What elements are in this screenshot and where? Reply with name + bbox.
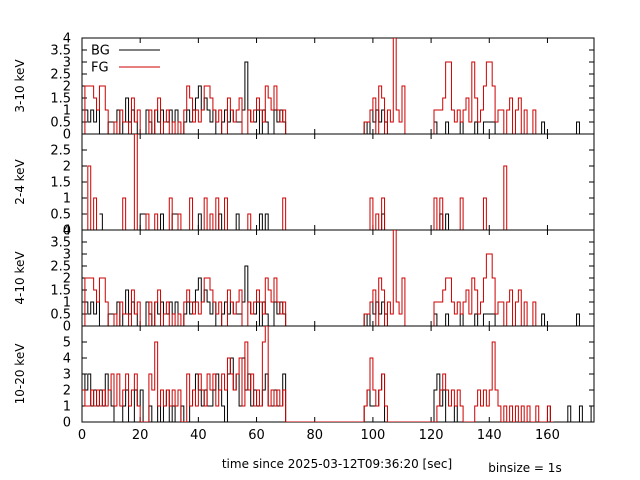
x-tick-label: 160 <box>535 428 560 443</box>
y-tick-label: 2.5 <box>50 144 71 159</box>
y-tick-label: 2 <box>63 384 71 399</box>
y-axis-label: 3-10 keV <box>13 59 27 113</box>
legend-label-fg: FG <box>91 61 109 76</box>
series-bg-line <box>82 357 594 422</box>
y-tick-label: 3.5 <box>50 44 71 59</box>
y-tick-label: 1.5 <box>50 284 71 299</box>
x-tick-label: 60 <box>248 428 265 443</box>
series-fg-line <box>82 134 510 230</box>
panels-layer: 00.511.522.533.543-10 keV00.511.522.52-4… <box>13 32 595 431</box>
y-axis-label: 2-4 keV <box>13 158 27 204</box>
y-tick-label: 5 <box>63 336 71 351</box>
series-bg-line <box>99 213 452 230</box>
x-tick-label: 140 <box>477 428 502 443</box>
y-tick-label: 1 <box>63 192 71 207</box>
x-tick-label: 80 <box>306 428 323 443</box>
y-tick-label: 4 <box>63 32 71 47</box>
y-tick-label: 3 <box>63 56 71 71</box>
x-tick-label: 100 <box>360 428 385 443</box>
y-tick-label: 3 <box>63 248 71 263</box>
series-fg-line <box>82 38 539 134</box>
y-tick-label: 1 <box>63 296 71 311</box>
x-tick-label: 20 <box>132 428 149 443</box>
panel-frame <box>81 133 595 231</box>
y-tick-label: 2 <box>63 272 71 287</box>
series-fg-line <box>82 230 539 326</box>
panel-frame <box>81 37 595 135</box>
y-tick-label: 0.5 <box>50 208 71 223</box>
y-tick-label: 3.5 <box>50 236 71 251</box>
panel-frame <box>81 325 595 423</box>
panel-2: 00.511.522.5 2-4 keV <box>13 133 595 239</box>
y-tick-label: 2.5 <box>50 68 71 83</box>
legend: BG FG <box>91 44 160 76</box>
legend-label-bg: BG <box>91 44 110 59</box>
y-tick-label: 3 <box>63 368 71 383</box>
binsize-note: binsize = 1s <box>488 461 561 475</box>
y-tick-label: 1.5 <box>50 92 71 107</box>
y-tick-label: 1.5 <box>50 176 71 191</box>
x-tick-label: 120 <box>419 428 444 443</box>
y-tick-label: 0.5 <box>50 308 71 323</box>
y-tick-label: 0.5 <box>50 116 71 131</box>
panel-3: 00.511.522.533.544-10 keV <box>13 224 595 335</box>
x-tick-label: 0 <box>78 428 86 443</box>
x-axis: 0 20 40 60 80 100 120 140 160 <box>78 428 560 443</box>
y-tick-label: 2 <box>63 80 71 95</box>
y-tick-label: 4 <box>63 224 71 239</box>
y-tick-label: 2 <box>63 160 71 175</box>
x-tick-label: 40 <box>190 428 207 443</box>
y-tick-label: 1 <box>63 400 71 415</box>
y-axis-label: 4-10 keV <box>13 251 27 305</box>
y-tick-label: 0 <box>63 224 71 239</box>
y-tick-label: 1 <box>63 104 71 119</box>
y-axis-label: 10-20 keV <box>13 343 27 405</box>
series-fg-line <box>82 326 554 422</box>
y-tick-label: 0 <box>63 320 71 335</box>
y-tick-label: 0 <box>63 416 71 431</box>
y-tick-label: 2.5 <box>50 260 71 275</box>
y-tick-label: 0 <box>63 128 71 143</box>
x-axis-label: time since 2025-03-12T09:36:20 [sec] <box>222 457 452 471</box>
y-tick-label: 4 <box>63 352 71 367</box>
series-bg-line <box>84 265 583 326</box>
panel-frame <box>81 229 595 327</box>
